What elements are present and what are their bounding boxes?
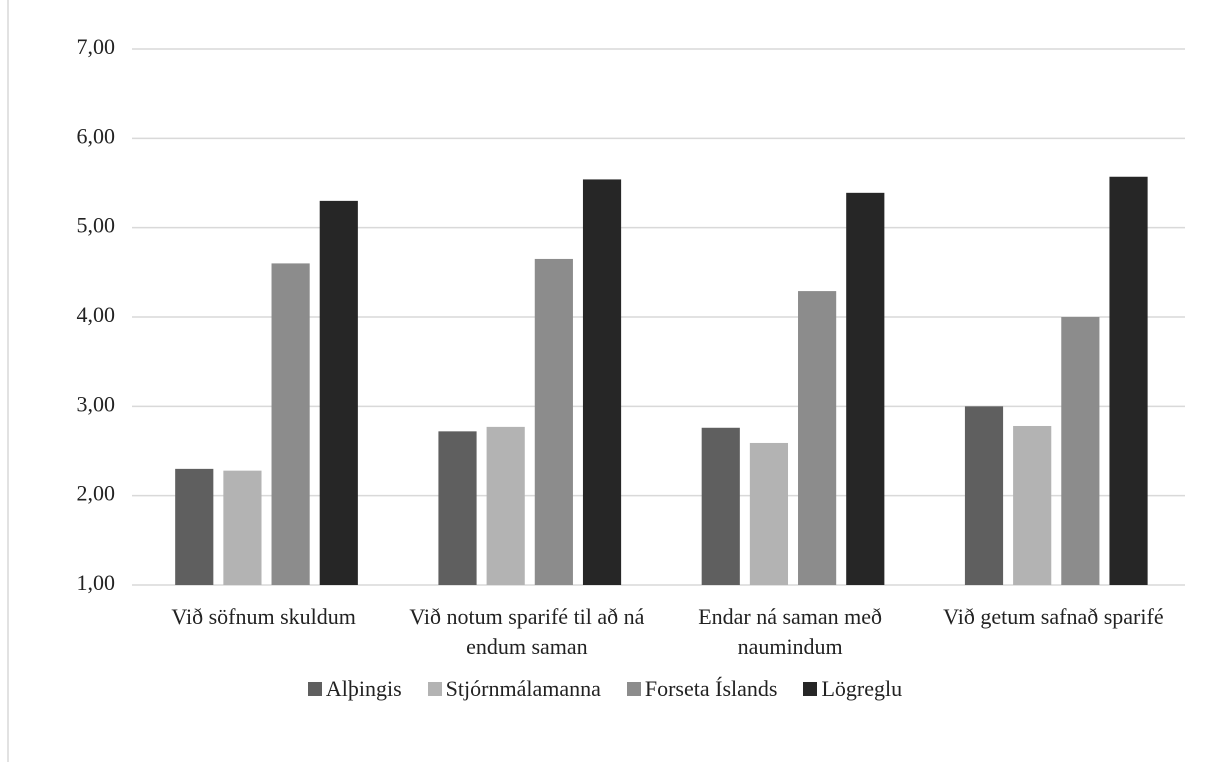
bar	[1061, 317, 1100, 585]
bar	[319, 200, 358, 585]
bar	[582, 179, 622, 585]
frame	[7, 0, 9, 762]
y-tick-label: 3,00	[77, 391, 116, 416]
bar	[1109, 176, 1148, 585]
bar	[749, 442, 789, 585]
legend-label: Forseta Íslands	[644, 676, 778, 701]
bar	[271, 263, 310, 585]
bar	[486, 426, 525, 585]
legend-item: Alþingis	[307, 676, 402, 702]
legend-label: Stjórnmálamanna	[445, 676, 601, 701]
legend-label: Alþingis	[325, 676, 402, 701]
bar	[223, 470, 262, 585]
x-tick-label: Við getum safnað sparifé	[943, 604, 1164, 629]
x-tick-label: Við notum sparifé til að ná endum saman	[409, 604, 645, 659]
legend-swatch	[803, 682, 818, 696]
y-tick-label: 5,00	[77, 213, 116, 238]
legend-label: Lögreglu	[821, 676, 903, 701]
legend-swatch	[427, 682, 442, 696]
y-tick-label: 1,00	[77, 570, 116, 595]
bar	[701, 427, 740, 585]
bar	[438, 431, 477, 585]
bar	[1013, 425, 1052, 585]
y-tick-label: 4,00	[77, 302, 116, 327]
x-tick-label: Við söfnum skuldum	[171, 604, 356, 629]
legend-item: Forseta Íslands	[626, 676, 778, 702]
legend-item: Stjórnmálamanna	[427, 676, 601, 702]
legend-swatch	[307, 682, 322, 696]
x-tick-label: Endar ná saman með naumindum	[698, 604, 883, 659]
bar	[846, 192, 885, 585]
legend: Alþingis Stjórnmálamanna Forseta Íslands Lö…	[0, 676, 1210, 702]
legend-swatch	[626, 682, 641, 696]
y-tick-label: 2,00	[77, 481, 116, 506]
bar	[798, 291, 837, 585]
bar	[175, 468, 214, 585]
y-tick-label: 6,00	[77, 123, 116, 148]
y-tick-label: 7,00	[77, 34, 116, 59]
bar	[534, 258, 573, 585]
bar	[964, 406, 1004, 585]
legend-item: Lögreglu	[803, 676, 902, 702]
